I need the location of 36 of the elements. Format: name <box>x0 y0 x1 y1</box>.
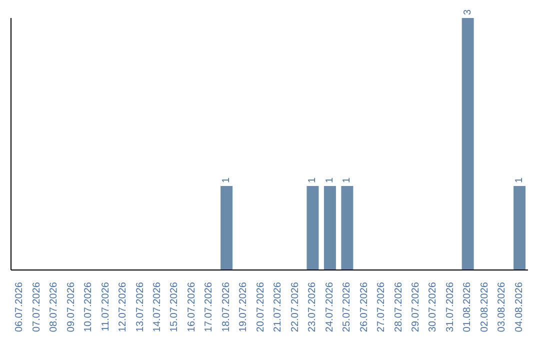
data-label: 1 <box>324 177 336 183</box>
data-label: 1 <box>514 177 526 183</box>
x-tick-label: 27.07.2026 <box>376 282 388 332</box>
x-tick-label: 02.08.2026 <box>479 282 490 332</box>
data-label: 1 <box>307 177 318 183</box>
x-tick-label: 16.07.2026 <box>186 282 198 332</box>
x-tick-label: 01.08.2026 <box>462 282 474 332</box>
x-tick-label: 04.08.2026 <box>514 282 525 332</box>
x-tick-label: 07.07.2026 <box>31 282 42 332</box>
x-tick-label: 11.07.2026 <box>100 282 112 332</box>
x-tick-label: 29.07.2026 <box>410 282 422 332</box>
x-tick-label: 23.07.2026 <box>307 282 318 332</box>
x-tick-label: 19.07.2026 <box>238 282 250 332</box>
x-tick-label: 24.07.2026 <box>324 282 336 332</box>
x-tick-label: 20.07.2026 <box>255 282 266 332</box>
x-tick-label: 14.07.2026 <box>152 282 163 332</box>
data-label: 1 <box>342 177 353 183</box>
x-tick-label: 22.07.2026 <box>290 282 301 332</box>
x-tick-label: 26.07.2026 <box>358 282 370 332</box>
x-tick-label: 10.07.2026 <box>83 282 94 332</box>
x-tick-label: 06.07.2026 <box>14 282 26 332</box>
data-label: 1 <box>221 177 232 183</box>
x-tick-label: 25.07.2026 <box>342 282 353 332</box>
x-tick-label: 09.07.2026 <box>66 282 77 332</box>
x-tick-label: 13.07.2026 <box>134 282 146 332</box>
x-tick-label: 31.07.2026 <box>444 282 456 332</box>
x-tick-label: 15.07.2026 <box>169 282 180 332</box>
x-tick-label: 18.07.2026 <box>220 282 232 332</box>
x-tick-label: 21.07.2026 <box>272 282 284 332</box>
x-tick-label: 17.07.2026 <box>204 282 215 332</box>
x-tick-label: 12.07.2026 <box>118 282 129 332</box>
data-label: 3 <box>462 9 474 15</box>
x-tick-label: 30.07.2026 <box>428 282 439 332</box>
x-tick-label: 28.07.2026 <box>393 282 404 332</box>
x-tick-label: 03.08.2026 <box>496 282 508 332</box>
x-tick-label: 08.07.2026 <box>48 282 60 332</box>
